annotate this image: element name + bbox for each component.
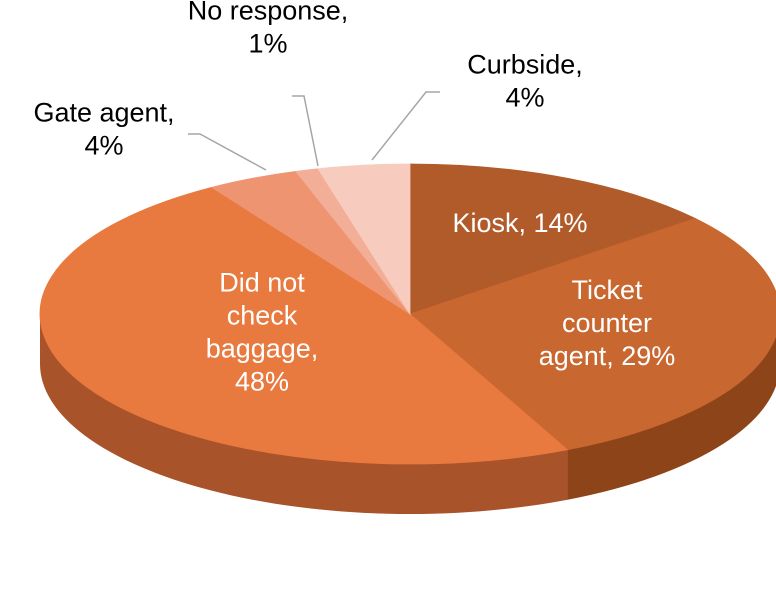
slice-label-curbside-4: Curbside, 4% [467,50,583,113]
pie-top [39,163,776,465]
slice-label-line: counter [562,308,652,338]
slice-label-line: 1% [248,29,287,59]
slice-curbside-4 [317,163,411,316]
slice-labels: Kiosk, 14% Ticket counter agent, 29% Did not… [33,0,675,397]
leader-line-no-response-1 [292,95,319,167]
slice-label-gate-agent-4: Gate agent, 4% [33,98,174,161]
slice-ticket-counter-agent-29 [409,217,776,451]
slice-label-line: 4% [84,131,123,161]
slice-label-line: Kiosk, 14% [452,208,587,238]
slice-label-line: Ticket [571,275,643,305]
slice-label-ticket-counter-agent-29: Ticket counter agent, 29% [539,275,676,371]
slice-kiosk-14 [409,163,697,315]
slice-label-no-response-1: No response, 1% [188,0,349,59]
slice-label-kiosk-14: Kiosk, 14% [452,208,587,238]
slice-label-line: 48% [235,367,289,397]
slice-label-line: Did not [219,268,305,298]
slice-label-line: agent, 29% [539,341,676,371]
leader-lines [188,91,440,171]
slice-label-line: check [227,301,298,331]
slice-label-did-not-check-baggage-48: Did not check baggage, 48% [206,268,319,397]
slice-label-line: No response, [188,0,349,26]
leader-line-gate-agent-4 [188,133,267,171]
slice-did-not-check-baggage-48 [39,186,569,465]
slice-label-line: 4% [505,83,544,113]
leader-line-curbside-4 [371,91,440,161]
slice-side-ticket-counter-agent-29 [567,335,776,500]
slice-label-line: baggage, [206,334,319,364]
slice-label-line: Gate agent, [33,98,174,128]
slice-label-line: Curbside, [467,50,583,80]
